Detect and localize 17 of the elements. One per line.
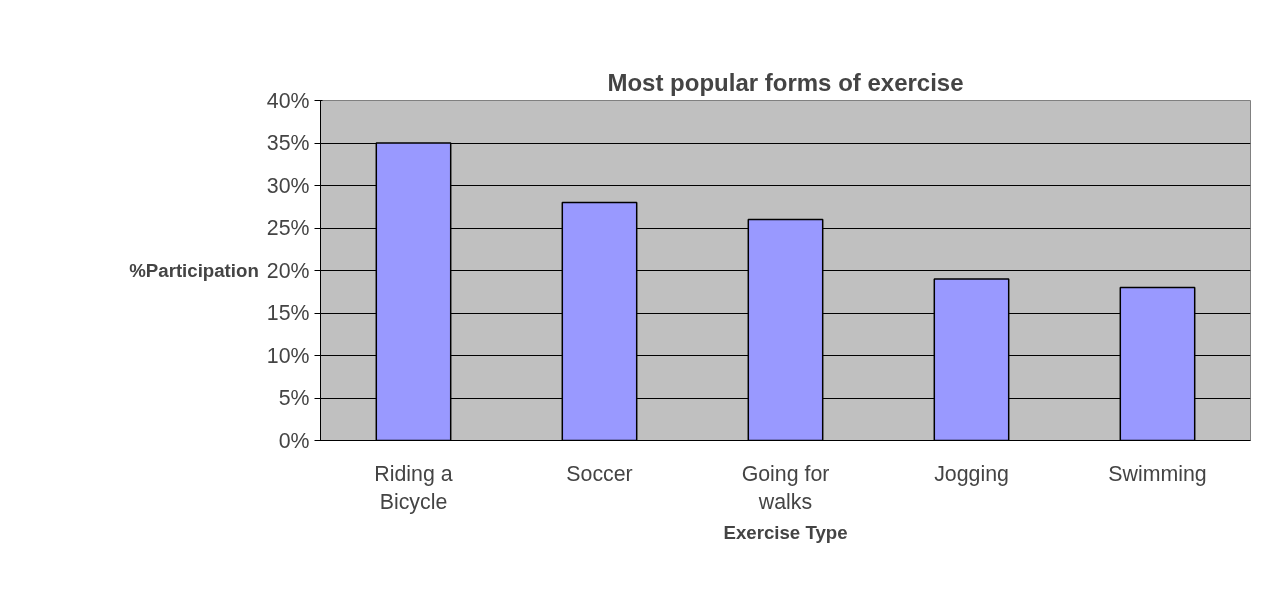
x-tick-label: Swimming: [1108, 461, 1207, 486]
y-tick-label: 25%: [266, 216, 310, 240]
y-tick-label: 20%: [266, 258, 310, 283]
chart-title: Most popular forms of exercise: [607, 68, 964, 96]
y-tick-label: 15%: [266, 301, 310, 325]
x-tick-label: Soccer: [566, 461, 633, 486]
y-axis-title: %Participation: [129, 260, 259, 281]
y-tick-label: 30%: [266, 173, 310, 198]
x-tick-label: Riding a Bicycle: [374, 461, 453, 515]
y-tick-label: 35%: [266, 131, 310, 155]
y-tick-label: 40%: [266, 88, 310, 113]
y-tick-label: 10%: [266, 343, 310, 368]
x-axis-title: Exercise Type: [723, 522, 848, 544]
y-tick-label: 0%: [278, 428, 310, 453]
x-tick-label: Going for walks: [741, 461, 830, 515]
y-tick-label: 5%: [278, 386, 310, 410]
x-tick-label: Jogging: [934, 461, 1009, 486]
